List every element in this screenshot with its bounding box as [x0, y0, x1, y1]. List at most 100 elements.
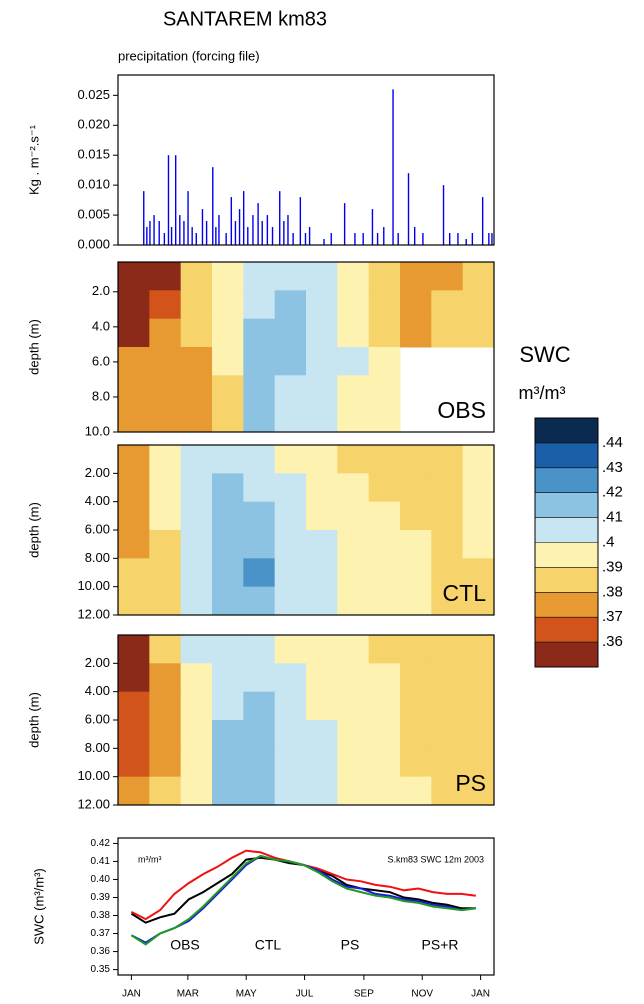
bar: [195, 233, 197, 245]
y-tick-label: 0.41: [91, 856, 111, 867]
contour-cell: [180, 776, 213, 806]
bar: [465, 239, 467, 245]
contour-cell: [118, 586, 150, 616]
y-axis-label: depth (m): [26, 692, 41, 748]
y-axis-label: depth (m): [26, 319, 41, 375]
bar: [471, 233, 474, 245]
contour-cell: [243, 720, 276, 749]
bar: [362, 233, 364, 245]
contour-cell: [149, 262, 182, 291]
contour-cell: [306, 558, 338, 588]
y-tick-label: 0.000: [77, 236, 110, 251]
contour-cell: [243, 691, 276, 721]
contour-cell: [306, 318, 338, 348]
contour-cell: [431, 318, 464, 348]
panel-label: PS: [455, 770, 486, 796]
contour-cell: [118, 501, 150, 531]
contour-cell: [274, 635, 307, 664]
contour-cell: [149, 663, 182, 693]
contour-cell: [400, 530, 432, 559]
contour-cell: [180, 375, 213, 405]
y-tick-label: 0.37: [91, 928, 111, 939]
contour-cell: [337, 473, 370, 503]
contour-cell: [243, 262, 276, 291]
y-tick-label: 2.00: [85, 655, 110, 670]
contour-cell: [368, 318, 401, 348]
contour-cell: [400, 748, 432, 778]
bar: [234, 221, 237, 245]
figure-title: SANTAREM km83: [163, 8, 327, 30]
contour-cell: [149, 318, 182, 348]
contour-cell: [431, 530, 464, 559]
contour-cell: [274, 558, 307, 588]
x-tick-label: MAY: [236, 989, 257, 1000]
contour-cell: [368, 375, 401, 405]
contour-cell: [337, 558, 370, 588]
contour-cell: [212, 663, 244, 693]
contour-cell: [400, 663, 432, 693]
contour-cell: [243, 473, 276, 503]
y-tick-label: 2.00: [85, 465, 110, 480]
contour-cell: [368, 558, 401, 588]
contour-cell: [462, 473, 495, 503]
bar: [225, 233, 227, 245]
panel-label: OBS: [437, 397, 486, 423]
contour-cell: [212, 262, 244, 291]
bar: [407, 173, 410, 245]
contour-cell: [243, 375, 276, 405]
bar: [257, 203, 259, 245]
y-tick-label: 10.0: [85, 423, 110, 438]
contour-cell: [274, 501, 307, 531]
contour-cell: [118, 473, 150, 503]
contour-cell: [212, 473, 244, 503]
contour-cell: [149, 347, 182, 376]
contour-cell: [212, 403, 244, 433]
contour-cell: [400, 290, 432, 320]
contour-cell: [274, 445, 307, 474]
bar: [238, 209, 241, 245]
panel-label: CTL: [443, 580, 487, 606]
y-tick-label: 0.40: [91, 874, 111, 885]
contour-cell: [462, 720, 495, 749]
contour-cell: [149, 748, 182, 778]
contour-cell: [431, 501, 464, 531]
contour-cell: [180, 262, 213, 291]
colorbar-band: [535, 617, 598, 643]
contour-cell: [306, 748, 338, 778]
plot-frame: [117, 444, 495, 616]
contour-cell: [368, 635, 401, 664]
contour-cell: [149, 290, 182, 320]
contour-cell: [431, 691, 464, 721]
colorbar-band: [535, 492, 598, 518]
contour-cell: [368, 748, 401, 778]
y-tick-label: 10.00: [77, 578, 110, 593]
x-tick-label: MAR: [177, 989, 199, 1000]
bar: [215, 227, 217, 245]
contour-cell: [118, 776, 150, 806]
bar: [230, 197, 233, 245]
contour-cell: [243, 530, 276, 559]
series-line: [130, 854, 476, 944]
bar: [397, 233, 399, 245]
legend-label: OBS: [170, 937, 200, 953]
bar: [212, 167, 214, 245]
y-tick-label: 2.0: [92, 283, 110, 298]
colorbar-tick-label: .42: [602, 484, 623, 501]
contour-cell: [337, 530, 370, 559]
bar: [179, 215, 181, 245]
contour-cell: [118, 691, 150, 721]
contour-cell: [274, 776, 307, 806]
y-tick-label: 0.35: [91, 964, 111, 975]
contour-cell: [212, 691, 244, 721]
contour-cell: [306, 691, 338, 721]
colorbar-band: [535, 418, 598, 443]
contour-cell: [337, 663, 370, 693]
contour-cell: [368, 290, 401, 320]
contour-cell: [431, 262, 464, 291]
contour-cell: [180, 635, 213, 664]
y-tick-label: 0.025: [77, 87, 110, 102]
contour-cell: [212, 445, 244, 474]
plot-frame: [117, 837, 495, 976]
colorbar-tick-label: .38: [602, 583, 623, 600]
y-tick-label: 4.00: [85, 683, 110, 698]
